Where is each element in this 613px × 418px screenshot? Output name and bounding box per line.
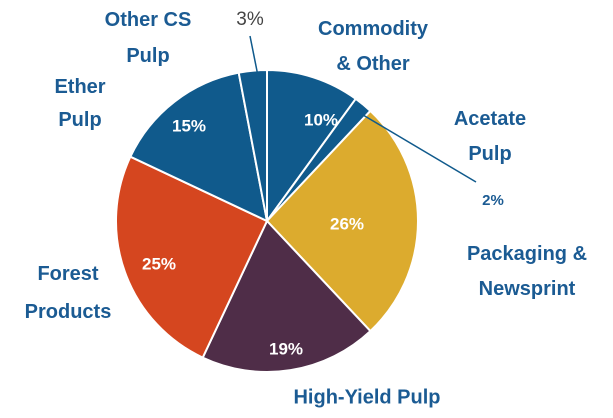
value-label: 26% — [330, 214, 364, 233]
slice-label: Forest Products — [25, 263, 112, 323]
pie-slice — [237, 68, 268, 222]
pie-slice — [265, 109, 419, 333]
leader-line — [357, 111, 477, 183]
slice-label: High-Yield Pulp — [293, 386, 440, 408]
pie-slice — [129, 71, 269, 223]
value-label: 3% — [236, 9, 264, 30]
value-label: 25% — [142, 254, 176, 273]
leader-line — [249, 35, 259, 77]
slice-label: Ether Pulp — [54, 76, 105, 131]
slice-label: Packaging & Newsprint — [467, 243, 587, 300]
pie-slice — [201, 219, 372, 373]
pie-slice — [266, 68, 358, 225]
slice-label: Commodity & Other — [318, 18, 429, 75]
value-label: 2% — [482, 192, 504, 209]
value-label: 10% — [304, 110, 338, 129]
value-label: 15% — [172, 116, 206, 135]
slice-label: Other CS Pulp — [105, 9, 192, 67]
slice-label: Acetate Pulp — [454, 108, 526, 165]
pie-slice — [115, 155, 269, 359]
value-label: 19% — [269, 339, 303, 358]
